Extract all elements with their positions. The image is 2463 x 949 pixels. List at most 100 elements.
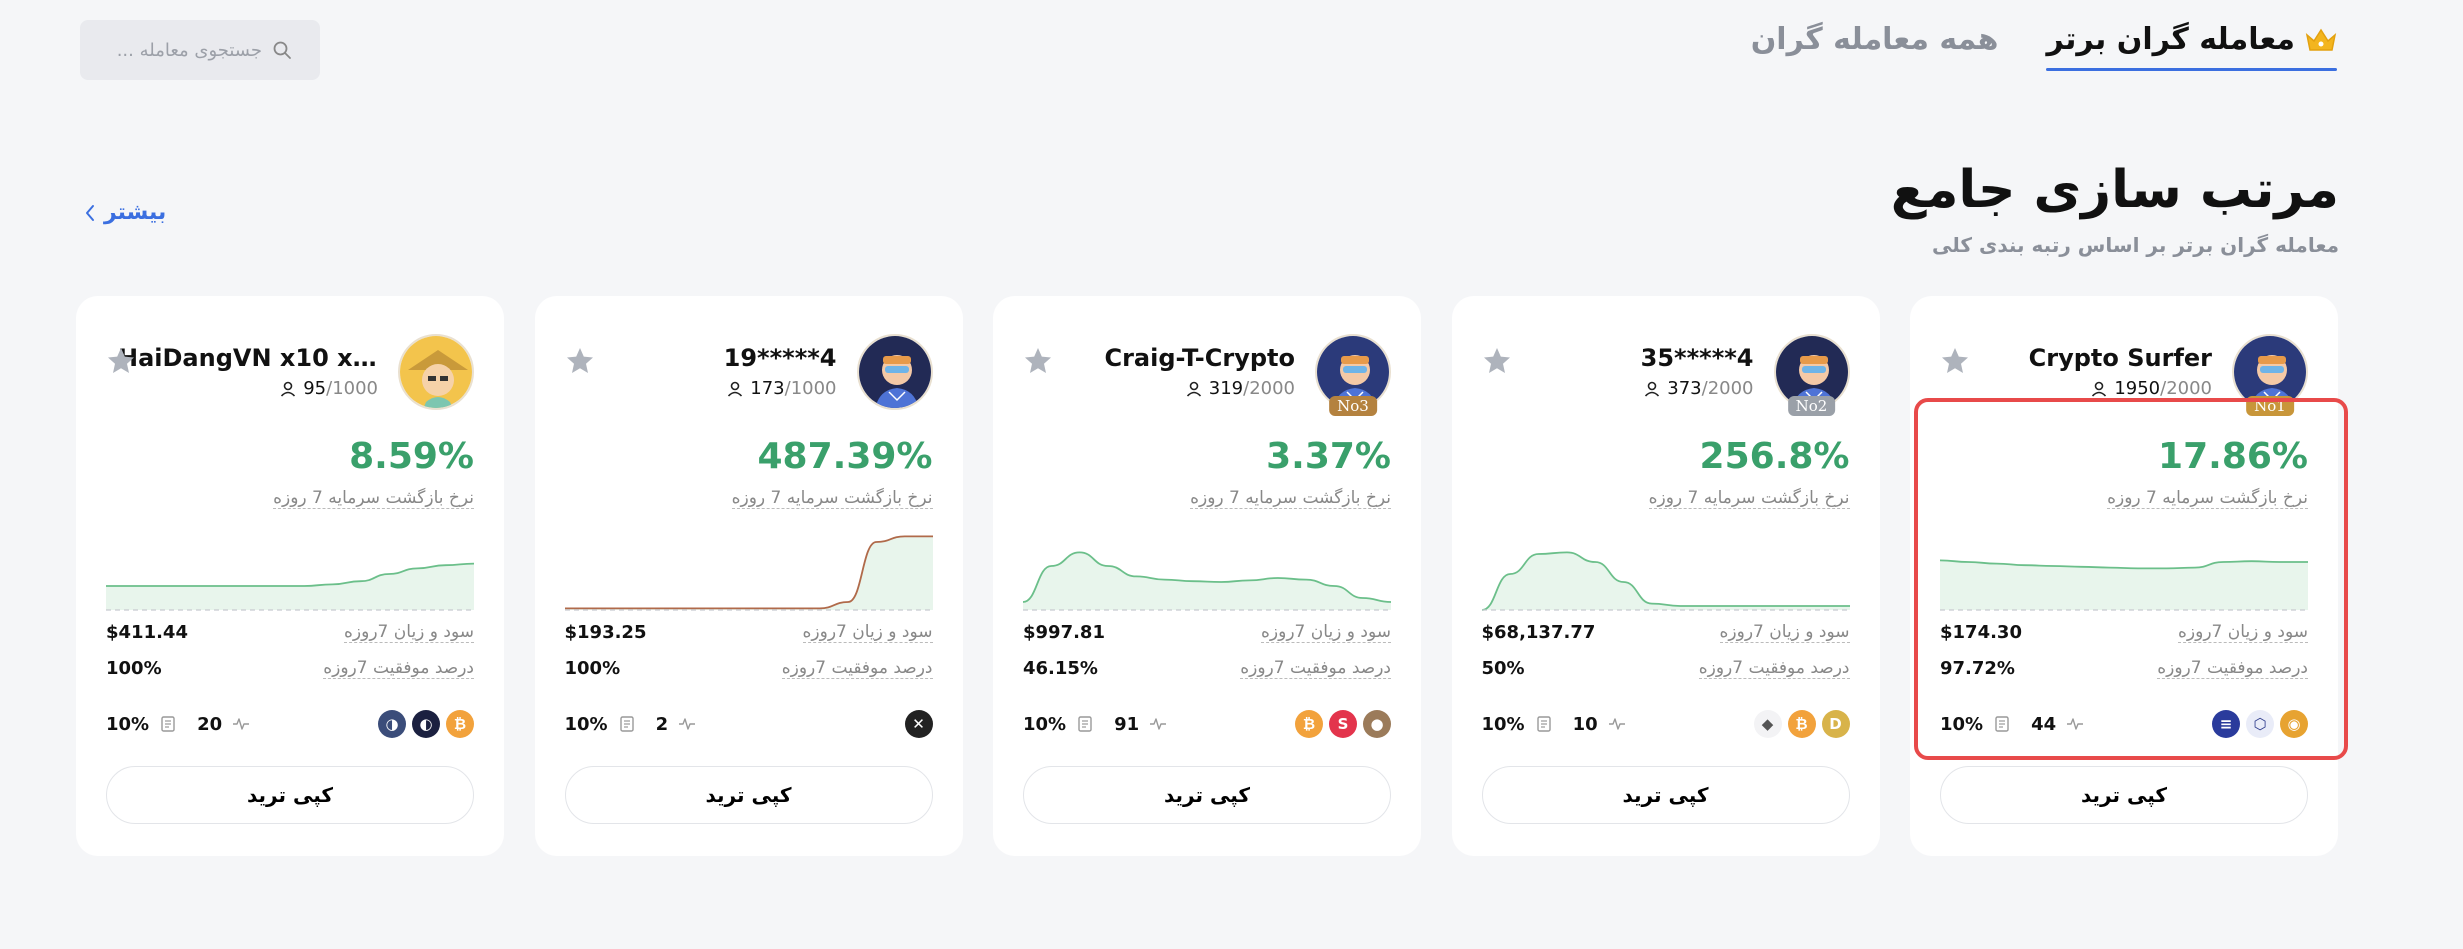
star-icon[interactable] xyxy=(1482,346,1512,376)
avatar[interactable] xyxy=(856,334,933,410)
profit-share-value: 10% xyxy=(106,713,150,735)
followers-count: 173/1000 xyxy=(726,378,837,399)
star-icon[interactable] xyxy=(1940,346,1970,376)
document-icon xyxy=(1995,716,2009,732)
stats-row: 10% 10 D ₿ ◆ xyxy=(1482,710,1850,738)
followers-current: 173 xyxy=(750,378,785,399)
sparkline-chart xyxy=(564,535,933,611)
avatar-coin-icon: ● xyxy=(1363,710,1391,738)
trader-card[interactable]: HaiDangVN x10 x20... 95/1000 8.59% نرخ ب… xyxy=(76,296,504,856)
trader-card[interactable]: No1 Crypto Surfer 1950/2000 17.86% نرخ ب… xyxy=(1910,296,2338,856)
x-coin-icon: ✕ xyxy=(904,710,933,738)
stats-row: 10% 20 ₿ ◐ ◑ xyxy=(106,710,474,738)
coin-list: ✕ xyxy=(904,710,933,738)
stats-row: 10% 91 ● S ₿ xyxy=(1023,710,1391,738)
roi-label: نرخ بازگشت سرمایه 7 روزه xyxy=(731,488,933,509)
win-rate-label: درصد موفقیت 7روزه xyxy=(1240,658,1391,679)
avatar[interactable]: No2 xyxy=(1773,334,1850,416)
rank-badge: No1 xyxy=(2246,396,2294,416)
tab-label: همه معامله گران xyxy=(1750,22,1999,57)
ring-coin-icon: ◉ xyxy=(2280,710,2308,738)
star-icon[interactable] xyxy=(106,346,136,376)
sparkline-line xyxy=(1940,559,2308,570)
win-rate-row: 100% درصد موفقیت 7روزه xyxy=(106,658,474,679)
activity-icon xyxy=(233,718,250,730)
win-rate-row: 46.15% درصد موفقیت 7روزه xyxy=(1023,658,1391,679)
followers-count: 1950/2000 xyxy=(2090,378,2212,399)
pnl-value: $174.30 xyxy=(1940,622,2022,643)
sparkline-area xyxy=(1023,552,1391,610)
roi-label: نرخ بازگشت سرمایه 7 روزه xyxy=(273,488,474,509)
tab-top-traders[interactable]: معامله گران برتر xyxy=(2046,22,2337,71)
sparkline-area xyxy=(1481,552,1850,610)
copy-trade-button[interactable]: کپی ترید xyxy=(1940,766,2308,824)
trades-count: 10 xyxy=(1572,713,1598,735)
copy-trade-button[interactable]: کپی ترید xyxy=(106,766,474,824)
user-icon xyxy=(1186,381,1201,397)
document-icon xyxy=(619,716,634,732)
activity-icon xyxy=(2067,718,2084,730)
sparkline-area xyxy=(564,536,933,610)
shield-coin-icon: ⬡ xyxy=(2246,710,2274,738)
user-icon xyxy=(2092,381,2107,397)
roi-label: نرخ بازگشت سرمایه 7 روزه xyxy=(1648,488,1850,509)
trader-name[interactable]: Crypto Surfer xyxy=(2028,344,2212,372)
document-icon xyxy=(161,716,175,732)
sparkline-area xyxy=(1940,560,2308,610)
tab-all-traders[interactable]: همه معامله گران xyxy=(1751,22,1999,71)
blue-coin-icon: ◑ xyxy=(378,710,406,738)
win-rate-value: 97.72% xyxy=(1940,658,2015,679)
copy-trade-button[interactable]: کپی ترید xyxy=(1023,766,1391,824)
win-rate-row: 97.72% درصد موفقیت 7روزه xyxy=(1940,658,2308,679)
avatar[interactable] xyxy=(398,334,474,410)
pnl-label: سود و زیان 7روزه xyxy=(802,622,933,643)
trader-name[interactable]: Craig-T-Crypto xyxy=(1104,344,1295,372)
trader-card[interactable]: No2 35*****4 373/2000 256.8% نرخ بازگشت … xyxy=(1451,296,1880,856)
pnl-value: $68,137.77 xyxy=(1481,622,1596,643)
section-title: مرتب سازی جامع xyxy=(1890,160,2339,220)
pnl-row: $68,137.77 سود و زیان 7روزه xyxy=(1482,622,1850,643)
trader-card[interactable]: No3 Craig-T-Crypto 319/2000 3.37% نرخ با… xyxy=(993,296,1421,856)
star-icon[interactable] xyxy=(1023,346,1053,376)
dogecoin-icon: D xyxy=(1821,710,1850,738)
avatar[interactable]: No1 xyxy=(2232,334,2308,416)
trader-name[interactable]: 35*****4 xyxy=(1640,344,1754,372)
roi-value: 256.8% xyxy=(1699,436,1850,477)
copy-trade-button[interactable]: کپی ترید xyxy=(564,766,933,824)
pnl-value: $997.81 xyxy=(1023,622,1105,643)
trades-count: 2 xyxy=(655,713,669,735)
star-icon[interactable] xyxy=(565,346,595,376)
trader-name[interactable]: HaiDangVN x10 x20... xyxy=(118,344,378,372)
sparkline-chart xyxy=(1940,559,2308,611)
dark-coin-icon: ◐ xyxy=(412,710,440,738)
copy-trade-button[interactable]: کپی ترید xyxy=(1481,766,1850,824)
activity-icon xyxy=(1608,718,1625,730)
trades-count: 44 xyxy=(2031,713,2057,735)
more-link[interactable]: بیشتر xyxy=(84,200,166,225)
win-rate-value: 100% xyxy=(106,658,162,679)
search-input[interactable] xyxy=(102,39,262,61)
pnl-label: سود و زیان 7روزه xyxy=(1261,622,1391,643)
search-icon xyxy=(273,41,291,59)
coin-list: ₿ ◐ ◑ xyxy=(378,710,474,738)
trades-count: 20 xyxy=(197,713,223,735)
section-subtitle: معامله گران برتر بر اساس رتبه بندی کلی xyxy=(1932,233,2339,257)
trader-name[interactable]: 19*****4 xyxy=(723,344,837,372)
roi-label: نرخ بازگشت سرمایه 7 روزه xyxy=(1190,488,1391,509)
search-box[interactable] xyxy=(80,20,320,80)
win-rate-label: درصد موفقیت 7روزه xyxy=(323,658,474,679)
avatar[interactable]: No3 xyxy=(1315,334,1391,416)
bitcoin-icon: ₿ xyxy=(1787,710,1816,738)
user-icon xyxy=(728,381,743,397)
s-coin-icon: S xyxy=(1329,710,1357,738)
sparkline-line xyxy=(564,535,933,610)
trader-card[interactable]: 19*****4 173/1000 487.39% نرخ بازگشت سرم… xyxy=(534,296,963,856)
followers-count: 319/2000 xyxy=(1185,378,1295,399)
profit-share-value: 10% xyxy=(564,713,608,735)
roi-label: نرخ بازگشت سرمایه 7 روزه xyxy=(2107,488,2308,509)
sparkline-line xyxy=(106,562,474,587)
trader-cards: No1 Crypto Surfer 1950/2000 17.86% نرخ ب… xyxy=(76,296,2338,856)
pnl-label: سود و زیان 7روزه xyxy=(1719,622,1850,643)
pnl-row: $997.81 سود و زیان 7روزه xyxy=(1023,622,1391,643)
profit-share-value: 10% xyxy=(1481,713,1525,735)
